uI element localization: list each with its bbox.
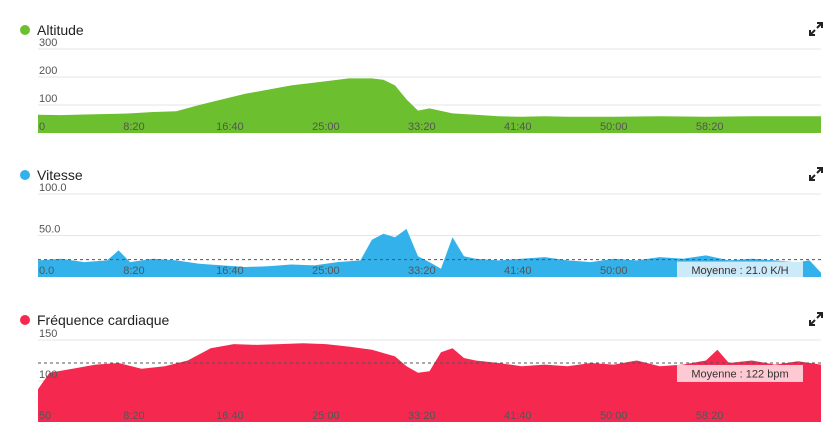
altitude-xtick-label: 50:00 — [600, 121, 628, 133]
vitesse-xtick-label: 50:00 — [600, 265, 628, 277]
frequence-xtick-label: 25:00 — [312, 410, 340, 422]
altitude-ytick-label: 100 — [39, 93, 57, 105]
vitesse-average-label: Moyenne : 21.0 K/H — [691, 265, 788, 277]
frequence-title: Fréquence cardiaque — [37, 312, 170, 328]
frequence-legend-dot — [20, 315, 30, 325]
vitesse-xtick-label: 16:40 — [216, 265, 244, 277]
vitesse-ytick-label: 50.0 — [39, 224, 60, 236]
altitude-ytick-label: 200 — [39, 65, 57, 77]
vitesse-average-label-box — [677, 261, 803, 279]
frequence-panel: Fréquence cardiaque 50 100 150 8:20 16:40 25:… — [0, 310, 833, 435]
altitude-expand-icon[interactable] — [809, 22, 823, 36]
altitude-chart: 0 100 200 300 8:20 16:40 25:00 33:20 41:40 50:00 5… — [38, 37, 821, 133]
vitesse-chart: 0.0 50.0 100.0 8:20 16:40 25:00 33:20 41:40 50:0… — [38, 182, 821, 279]
altitude-legend-dot — [20, 25, 30, 35]
altitude-ytick-label: 0 — [39, 121, 45, 133]
altitude-panel: Altitude 0 100 200 300 8:20 16:40 25:00 33:20 41… — [0, 20, 833, 140]
vitesse-ytick-label: 0.0 — [39, 265, 54, 277]
altitude-xtick-label: 16:40 — [216, 121, 244, 133]
altitude-xtick-label: 41:40 — [504, 121, 532, 133]
vitesse-area-series — [38, 228, 821, 277]
altitude-xtick-label: 58:20 — [696, 121, 724, 133]
frequence-xtick-label: 33:20 — [408, 410, 436, 422]
frequence-expand-icon[interactable] — [809, 312, 823, 326]
frequence-chart: 50 100 150 8:20 16:40 25:00 33:20 41:40 50:00 58:… — [38, 328, 821, 422]
vitesse-header: Vitesse — [20, 165, 83, 185]
frequence-average-label: Moyenne : 122 bpm — [691, 368, 788, 380]
frequence-area-series — [38, 343, 821, 422]
altitude-xtick-label: 25:00 — [312, 121, 340, 133]
frequence-header: Fréquence cardiaque — [20, 310, 169, 330]
vitesse-legend-dot — [20, 170, 30, 180]
frequence-ytick-label: 50 — [39, 410, 51, 422]
vitesse-expand-icon[interactable] — [809, 167, 823, 181]
frequence-xtick-label: 41:40 — [504, 410, 532, 422]
altitude-area-series — [38, 78, 821, 133]
vitesse-xtick-label: 33:20 — [408, 265, 436, 277]
vitesse-xtick-label: 25:00 — [312, 265, 340, 277]
frequence-ytick-label: 150 — [39, 328, 57, 340]
vitesse-xtick-label: 41:40 — [504, 265, 532, 277]
frequence-xtick-label: 58:20 — [696, 410, 724, 422]
frequence-xtick-label: 16:40 — [216, 410, 244, 422]
vitesse-ytick-label: 100.0 — [39, 182, 67, 194]
frequence-average-label-box — [677, 364, 803, 382]
altitude-xtick-label: 8:20 — [123, 121, 144, 133]
vitesse-xtick-label: 8:20 — [123, 265, 144, 277]
vitesse-panel: Vitesse 0.0 50.0 100.0 8:20 16:40 25:00 33:20 4… — [0, 165, 833, 285]
frequence-xtick-label: 50:00 — [600, 410, 628, 422]
altitude-ytick-label: 300 — [39, 37, 57, 49]
vitesse-title: Vitesse — [37, 167, 83, 183]
altitude-title: Altitude — [37, 22, 84, 38]
altitude-xtick-label: 33:20 — [408, 121, 436, 133]
frequence-ytick-label: 100 — [39, 369, 57, 381]
altitude-header: Altitude — [20, 20, 84, 40]
frequence-xtick-label: 8:20 — [123, 410, 144, 422]
